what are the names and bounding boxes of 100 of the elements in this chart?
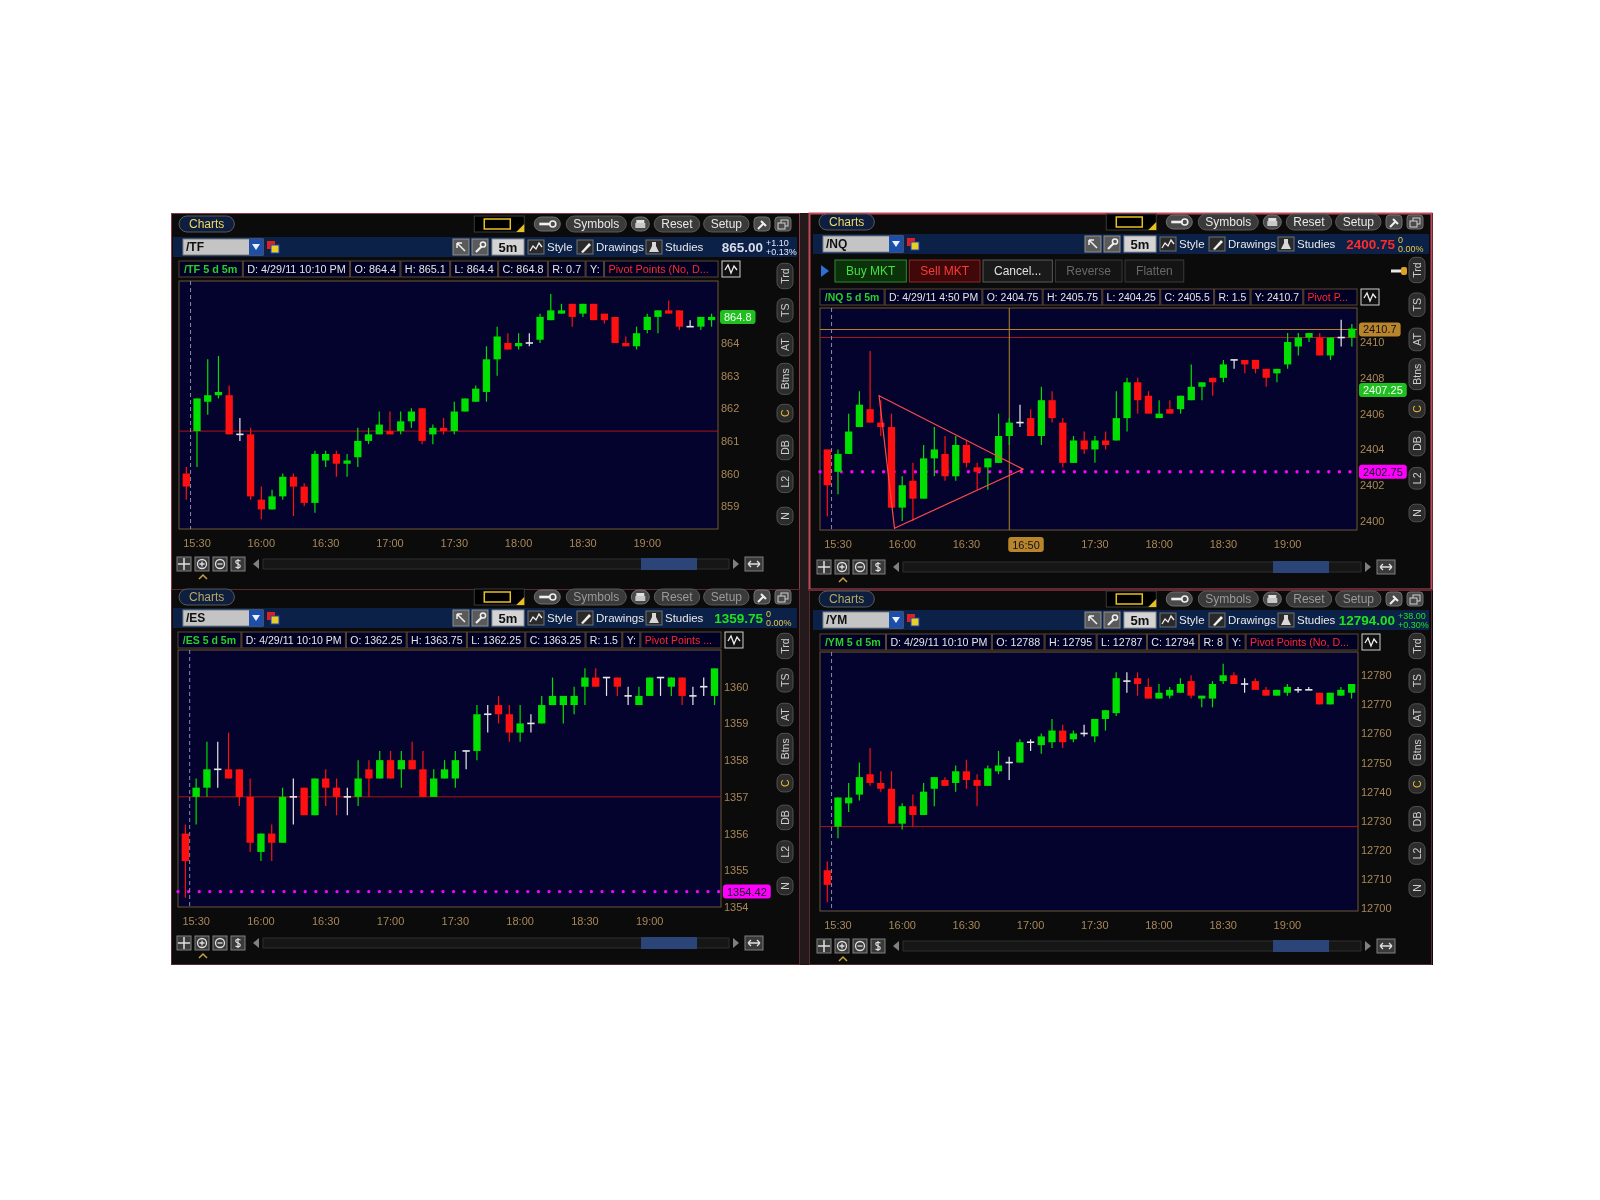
x-tick-label: 16:30 (952, 538, 981, 550)
text: Y: (590, 263, 600, 275)
side-tab: TS (776, 668, 794, 693)
text: H: 2405.75 (1046, 291, 1099, 303)
text: 0 (1398, 234, 1404, 245)
charts-tab: Charts (818, 590, 875, 608)
y-tick-label: 2404 (1360, 443, 1385, 456)
x-tick-label: 18:30 (569, 537, 597, 549)
x-tick-label: 17:00 (376, 537, 404, 549)
text: Style (547, 612, 573, 624)
side-tab: Btns (1408, 733, 1426, 766)
annotation: 864.8 (724, 310, 752, 323)
side-tab: L2 (1408, 466, 1426, 490)
y-tick-label: 2402 (1360, 479, 1385, 492)
y-tick-label: 12700 (1361, 902, 1392, 915)
buy-button: Buy MKT (834, 259, 907, 283)
text: Drawings (596, 241, 645, 253)
x-tick-label: 15:30 (182, 915, 210, 927)
x-tick-label: 17:30 (441, 915, 470, 927)
reset-button: Reset (1285, 590, 1333, 608)
charts-tab: Charts (178, 588, 235, 606)
x-tick-label: 16:00 (247, 915, 275, 927)
text: Y: 2410.7 (1254, 291, 1300, 303)
text: L: 12787 (1101, 636, 1143, 648)
y-tick-label: 12750 (1361, 756, 1392, 769)
text: H: 1363.75 (411, 634, 463, 646)
side-tab: DB (776, 804, 794, 831)
x-tick-label: 18:30 (1209, 919, 1237, 931)
x-tick-label: 18:00 (1145, 538, 1173, 550)
x-tick-label: 16:00 (888, 919, 916, 931)
text: H: 865.1 (404, 263, 446, 275)
x-tick-label: 16:30 (952, 919, 981, 931)
side-tab: Trd (1408, 632, 1426, 660)
side-tab: DB (1408, 806, 1426, 832)
y-tick-label: 863 (721, 369, 740, 382)
side-tab: N (1408, 503, 1426, 523)
side-tab: Trd (776, 632, 794, 660)
y-tick-label: 12770 (1361, 698, 1392, 711)
side-tab: N (776, 506, 794, 526)
side-tab: N (1408, 878, 1426, 898)
y-tick-label: 12760 (1361, 727, 1392, 740)
text: L: 2404.25 (1106, 291, 1157, 303)
interval-button: 5m (491, 609, 525, 627)
text: R: 0.7 (552, 263, 582, 275)
text: Style (1179, 614, 1205, 626)
side-tab: AT (1408, 703, 1426, 727)
side-tab: AT (1408, 327, 1426, 352)
text: Y: (1231, 636, 1242, 648)
text: Studies (1297, 614, 1336, 626)
y-tick-label: 2400 (1360, 515, 1385, 528)
x-tick-label: 15:30 (183, 537, 211, 549)
text: Style (1179, 238, 1205, 250)
y-tick-label: 12720 (1361, 843, 1392, 856)
x-tick-label: 19:00 (635, 915, 664, 927)
y-tick-label: 2410 (1360, 336, 1385, 349)
x-tick-label: 16:30 (311, 537, 340, 549)
text: +1.10 (766, 237, 789, 248)
y-tick-label: 1359 (724, 717, 749, 730)
y-tick-label: 1355 (724, 864, 749, 877)
text: O: 864.4 (354, 263, 396, 275)
text: R: 1.5 (589, 634, 619, 646)
y-tick-label: 859 (721, 500, 740, 513)
reset-button: Reset (653, 215, 701, 233)
x-tick-label: 19:00 (1273, 919, 1302, 931)
y-tick-label: 12740 (1361, 785, 1392, 798)
y-tick-label: 862 (721, 402, 740, 415)
x-tick-label: 15:30 (824, 919, 852, 931)
text: O: 1362.25 (350, 634, 403, 646)
text: 2400.75 (1346, 236, 1396, 252)
y-tick-label: 2406 (1360, 407, 1385, 420)
text: +38.00 (1398, 610, 1426, 621)
ref-line-label: 2402.75 (1363, 465, 1403, 478)
x-tick-label: 19:00 (1273, 538, 1302, 550)
x-tick-label: 16:30 (311, 915, 340, 927)
text: R: 1.5 (1218, 291, 1247, 303)
text: Studies (665, 241, 704, 253)
text: Y: (626, 634, 637, 646)
side-tab: TS (1408, 668, 1426, 693)
text: Pivot P... (1307, 291, 1348, 303)
symbols-button: Symbols (1197, 213, 1259, 231)
symbols-button: Symbols (565, 215, 627, 233)
charts-tab: Charts (178, 215, 235, 233)
text: +0.30% (1398, 620, 1429, 630)
y-tick-label: 12780 (1361, 669, 1392, 682)
text: C: 12794 (1151, 636, 1195, 648)
x-tick-label: 18:30 (1209, 538, 1238, 550)
text: Style (547, 241, 573, 253)
text: 12794.00 (1338, 612, 1395, 628)
x-tick-label: 17:30 (440, 537, 469, 549)
text: Drawings (1228, 614, 1277, 626)
text: Studies (665, 612, 704, 624)
side-tab: C (1408, 399, 1426, 419)
x-tick-label: 17:00 (1016, 919, 1045, 931)
cancel-button: Cancel... (982, 259, 1053, 283)
y-tick-label: 860 (721, 467, 740, 480)
side-tab: C (776, 773, 794, 793)
text: Drawings (1228, 238, 1277, 250)
text: H: 12795 (1048, 636, 1093, 648)
text: 2407.25 (1363, 384, 1403, 396)
text: 16:50 (1012, 538, 1040, 551)
